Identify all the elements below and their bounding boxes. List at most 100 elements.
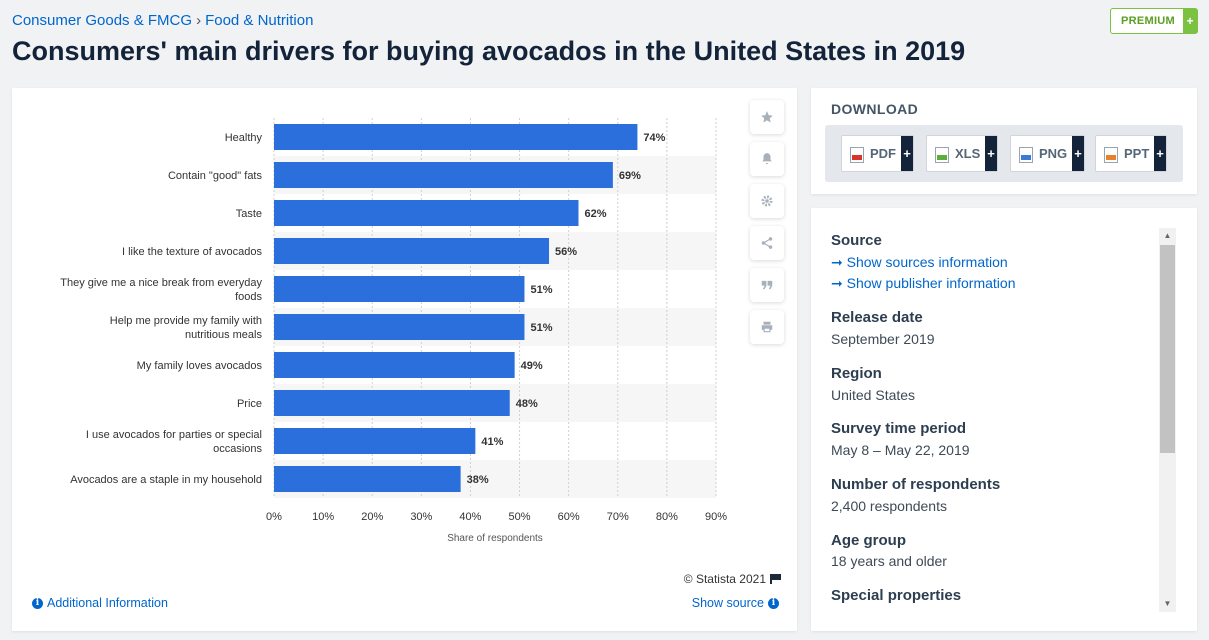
data-label: 48% [516,398,538,410]
show-source-link[interactable]: Show source i [692,596,779,610]
download-pdf-label: PDF [870,146,896,161]
copyright-text: © Statista 2021 [683,572,766,586]
data-label: 56% [555,246,577,258]
bar [274,428,476,454]
plus-icon: + [901,136,913,171]
scrollbar-thumb[interactable] [1160,245,1175,453]
xls-file-icon [935,147,949,163]
bar [274,238,550,264]
statistic-details-card: Source ➞ Show sources information ➞ Show… [811,208,1197,631]
bar [274,352,515,378]
download-buttons: PDF + XLS + PNG + PPT + [825,125,1183,182]
show-sources-link[interactable]: ➞ Show sources information [831,254,1008,270]
bar [274,162,613,188]
tick-label: 90% [705,511,727,523]
category-label: I like the texture of avocados [122,246,263,258]
download-xls-label: XLS [955,146,981,161]
citation-quote-icon[interactable] [750,268,784,302]
plus-icon: + [985,136,997,171]
tick-label: 40% [459,511,481,523]
additional-information-label: Additional Information [47,596,168,610]
category-label: They give me a nice break from everyday [60,277,262,289]
region-value: United States [831,387,916,403]
download-pdf-button[interactable]: PDF + [841,135,914,172]
category-label: Taste [236,208,262,220]
data-label: 38% [467,474,489,486]
download-card: DOWNLOAD PDF + XLS + PNG + PPT + [811,88,1197,194]
bar [274,390,510,416]
data-label: 49% [521,360,543,372]
scroll-down-arrow-icon[interactable]: ▼ [1163,599,1172,608]
category-label: Price [237,398,262,410]
data-label: 69% [619,170,641,182]
download-ppt-button[interactable]: PPT + [1095,135,1167,172]
premium-label: PREMIUM [1120,15,1176,27]
data-label: 41% [481,436,503,448]
bar [274,314,525,340]
tick-label: 50% [509,511,531,523]
show-publisher-link[interactable]: ➞ Show publisher information [831,275,1016,291]
breadcrumb: Consumer Goods & FMCG › Food & Nutrition [12,12,313,29]
tick-label: 60% [558,511,580,523]
data-label: 62% [584,208,606,220]
plus-icon: + [1072,136,1084,171]
breadcrumb-link-food-nutrition[interactable]: Food & Nutrition [205,12,314,29]
category-label: I use avocados for parties or special [86,429,262,441]
category-label: Help me provide my family with [110,315,262,327]
plus-icon: + [1154,136,1166,171]
tick-label: 10% [312,511,334,523]
favorite-star-icon[interactable] [750,100,784,134]
chart-toolbar [750,100,784,352]
details-scrollbar[interactable]: ▲ ▼ [1159,228,1176,612]
bar [274,466,461,492]
premium-button[interactable]: PREMIUM + [1110,8,1198,34]
survey-period-heading: Survey time period [831,420,967,437]
pdf-file-icon [850,147,864,163]
download-xls-button[interactable]: XLS + [926,135,998,172]
statista-copyright: © Statista 2021 [683,572,781,586]
category-label: foods [235,291,262,303]
download-png-button[interactable]: PNG + [1010,135,1085,172]
respondents-heading: Number of respondents [831,476,1001,493]
additional-information-link[interactable]: i Additional Information [32,596,168,610]
premium-plus-icon: + [1183,9,1197,33]
breadcrumb-link-consumer-goods[interactable]: Consumer Goods & FMCG [12,12,193,29]
data-label: 51% [530,322,552,334]
survey-period-value: May 8 – May 22, 2019 [831,442,970,458]
info-icon: i [32,597,43,609]
info-icon: i [768,597,779,609]
category-label: nutritious meals [185,329,263,341]
settings-gear-icon[interactable] [750,184,784,218]
scroll-up-arrow-icon[interactable]: ▲ [1163,231,1172,240]
data-label: 74% [643,132,665,144]
region-heading: Region [831,365,882,382]
print-icon[interactable] [750,310,784,344]
page-title: Consumers' main drivers for buying avoca… [12,36,966,66]
source-heading: Source [831,232,882,249]
ppt-file-icon [1104,147,1118,163]
tick-label: 70% [607,511,629,523]
chart-card: 74% Healthy 69% Contain "good" fats 62% Taste… [12,88,797,631]
bar [274,276,525,302]
special-properties-heading: Special properties [831,587,962,604]
category-label: My family loves avocados [137,360,263,372]
tick-label: 20% [361,511,383,523]
age-group-heading: Age group [831,532,906,549]
release-date-heading: Release date [831,309,923,326]
category-label: occasions [213,443,262,455]
x-axis-title: Share of respondents [447,533,543,544]
share-icon[interactable] [750,226,784,260]
show-source-label: Show source [691,596,764,610]
category-label: Contain "good" fats [168,170,263,182]
data-label: 51% [530,284,552,296]
age-group-value: 18 years and older [831,553,947,569]
flag-icon[interactable] [770,574,781,584]
download-ppt-label: PPT [1124,146,1150,161]
respondents-value: 2,400 respondents [831,498,947,514]
tick-label: 0% [266,511,282,523]
bar [274,200,579,226]
tick-label: 80% [656,511,678,523]
notification-bell-icon[interactable] [750,142,784,176]
category-label: Avocados are a staple in my household [70,474,262,486]
png-file-icon [1019,147,1033,163]
